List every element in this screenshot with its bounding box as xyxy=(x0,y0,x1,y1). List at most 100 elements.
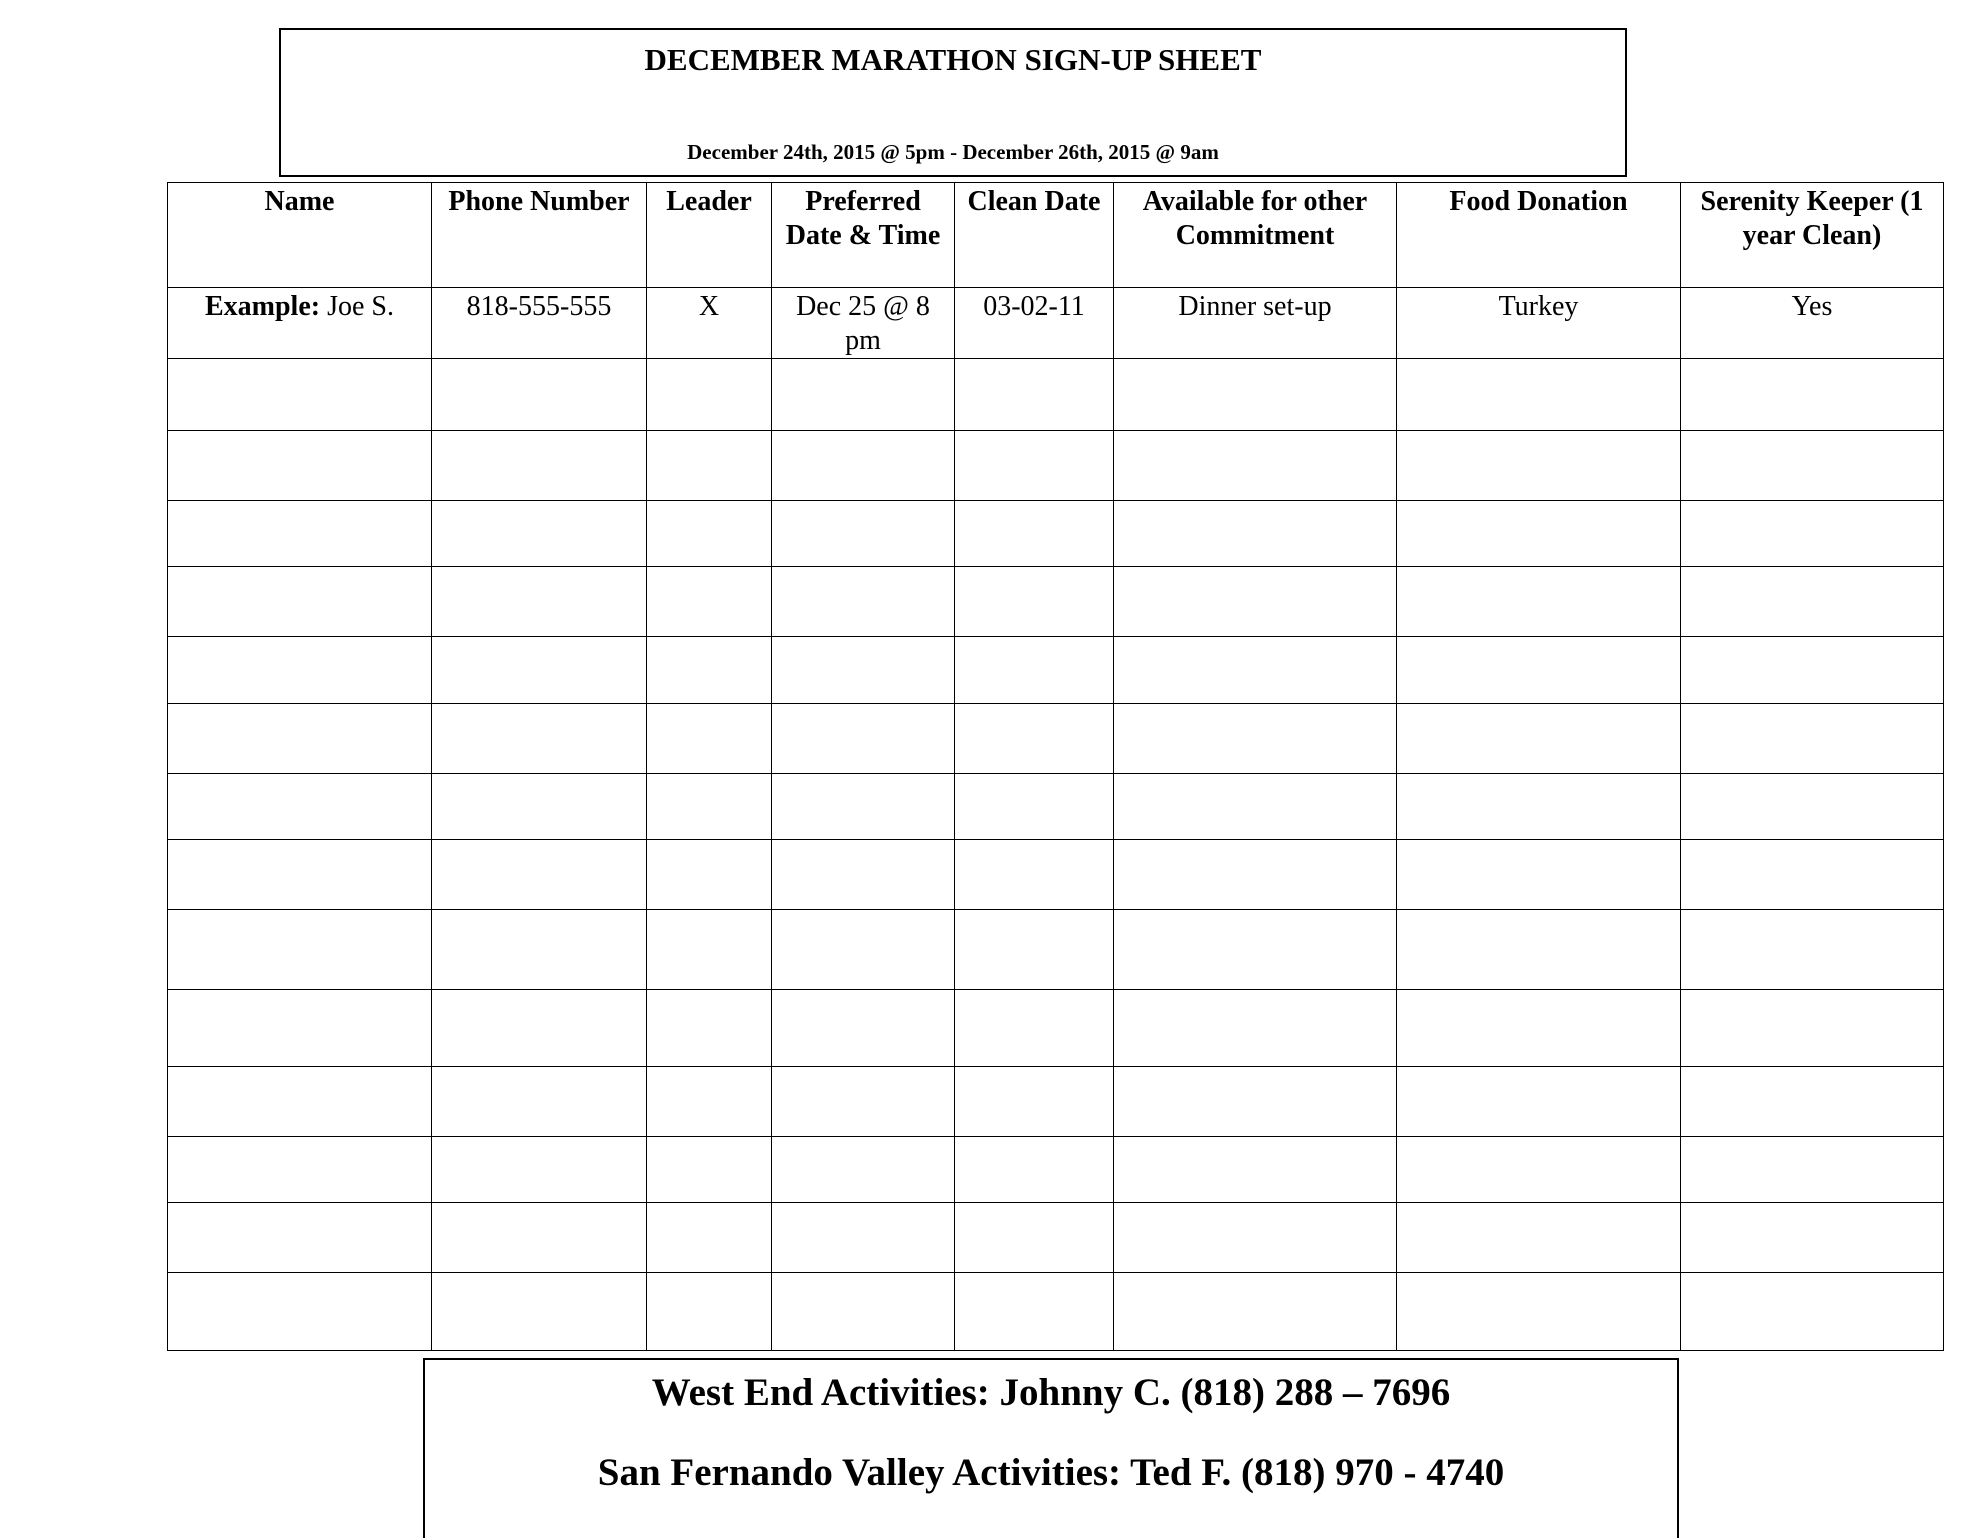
blank-cell[interactable] xyxy=(771,909,955,990)
blank-cell[interactable] xyxy=(431,839,647,910)
blank-cell[interactable] xyxy=(771,430,955,501)
blank-cell[interactable] xyxy=(431,703,647,774)
blank-cell[interactable] xyxy=(431,566,647,637)
blank-cell[interactable] xyxy=(431,1066,647,1137)
blank-cell[interactable] xyxy=(167,909,432,990)
blank-cell[interactable] xyxy=(1113,703,1397,774)
blank-cell[interactable] xyxy=(167,358,432,431)
blank-cell[interactable] xyxy=(954,636,1114,704)
blank-cell[interactable] xyxy=(1680,839,1944,910)
blank-cell[interactable] xyxy=(167,500,432,567)
blank-cell[interactable] xyxy=(646,636,772,704)
blank-cell[interactable] xyxy=(771,1136,955,1203)
blank-cell[interactable] xyxy=(1680,1272,1944,1351)
blank-cell[interactable] xyxy=(1396,839,1681,910)
blank-cell[interactable] xyxy=(771,1202,955,1273)
blank-cell[interactable] xyxy=(1113,566,1397,637)
blank-cell[interactable] xyxy=(1113,989,1397,1067)
blank-cell[interactable] xyxy=(1113,1066,1397,1137)
blank-cell[interactable] xyxy=(1113,773,1397,840)
blank-cell[interactable] xyxy=(431,989,647,1067)
blank-cell[interactable] xyxy=(431,909,647,990)
blank-cell[interactable] xyxy=(646,1272,772,1351)
blank-cell[interactable] xyxy=(167,1202,432,1273)
blank-cell[interactable] xyxy=(1113,909,1397,990)
blank-cell[interactable] xyxy=(954,703,1114,774)
blank-cell[interactable] xyxy=(771,358,955,431)
blank-cell[interactable] xyxy=(1396,989,1681,1067)
blank-cell[interactable] xyxy=(646,1136,772,1203)
blank-cell[interactable] xyxy=(1680,358,1944,431)
blank-cell[interactable] xyxy=(1396,430,1681,501)
blank-cell[interactable] xyxy=(1680,566,1944,637)
blank-cell[interactable] xyxy=(646,500,772,567)
blank-cell[interactable] xyxy=(771,1272,955,1351)
blank-cell[interactable] xyxy=(167,839,432,910)
blank-cell[interactable] xyxy=(167,703,432,774)
blank-cell[interactable] xyxy=(954,358,1114,431)
blank-cell[interactable] xyxy=(431,1136,647,1203)
blank-cell[interactable] xyxy=(771,703,955,774)
blank-cell[interactable] xyxy=(954,566,1114,637)
blank-cell[interactable] xyxy=(646,1202,772,1273)
blank-cell[interactable] xyxy=(167,430,432,501)
blank-cell[interactable] xyxy=(1680,989,1944,1067)
blank-cell[interactable] xyxy=(954,773,1114,840)
blank-cell[interactable] xyxy=(1680,1202,1944,1273)
blank-cell[interactable] xyxy=(646,1066,772,1137)
blank-cell[interactable] xyxy=(954,1066,1114,1137)
blank-cell[interactable] xyxy=(1113,1202,1397,1273)
blank-cell[interactable] xyxy=(1680,773,1944,840)
blank-cell[interactable] xyxy=(1113,500,1397,567)
blank-cell[interactable] xyxy=(771,773,955,840)
blank-cell[interactable] xyxy=(1396,500,1681,567)
blank-cell[interactable] xyxy=(1396,909,1681,990)
blank-cell[interactable] xyxy=(646,703,772,774)
blank-cell[interactable] xyxy=(1396,636,1681,704)
blank-cell[interactable] xyxy=(771,500,955,567)
blank-cell[interactable] xyxy=(1396,1066,1681,1137)
blank-cell[interactable] xyxy=(1113,430,1397,501)
blank-cell[interactable] xyxy=(646,989,772,1067)
blank-cell[interactable] xyxy=(167,1272,432,1351)
blank-cell[interactable] xyxy=(167,989,432,1067)
blank-cell[interactable] xyxy=(1396,358,1681,431)
blank-cell[interactable] xyxy=(771,839,955,910)
blank-cell[interactable] xyxy=(1113,636,1397,704)
blank-cell[interactable] xyxy=(646,839,772,910)
blank-cell[interactable] xyxy=(1396,1202,1681,1273)
blank-cell[interactable] xyxy=(167,773,432,840)
blank-cell[interactable] xyxy=(1113,1136,1397,1203)
blank-cell[interactable] xyxy=(167,1136,432,1203)
blank-cell[interactable] xyxy=(646,566,772,637)
blank-cell[interactable] xyxy=(431,773,647,840)
blank-cell[interactable] xyxy=(954,1272,1114,1351)
blank-cell[interactable] xyxy=(646,358,772,431)
blank-cell[interactable] xyxy=(954,500,1114,567)
blank-cell[interactable] xyxy=(646,430,772,501)
blank-cell[interactable] xyxy=(167,636,432,704)
blank-cell[interactable] xyxy=(431,358,647,431)
blank-cell[interactable] xyxy=(1680,703,1944,774)
blank-cell[interactable] xyxy=(954,839,1114,910)
blank-cell[interactable] xyxy=(431,636,647,704)
blank-cell[interactable] xyxy=(954,1202,1114,1273)
blank-cell[interactable] xyxy=(954,989,1114,1067)
blank-cell[interactable] xyxy=(771,566,955,637)
blank-cell[interactable] xyxy=(167,566,432,637)
blank-cell[interactable] xyxy=(1680,1136,1944,1203)
blank-cell[interactable] xyxy=(771,636,955,704)
blank-cell[interactable] xyxy=(954,1136,1114,1203)
blank-cell[interactable] xyxy=(431,430,647,501)
blank-cell[interactable] xyxy=(1396,1272,1681,1351)
blank-cell[interactable] xyxy=(1680,430,1944,501)
blank-cell[interactable] xyxy=(1113,839,1397,910)
blank-cell[interactable] xyxy=(954,430,1114,501)
blank-cell[interactable] xyxy=(1396,773,1681,840)
blank-cell[interactable] xyxy=(646,773,772,840)
blank-cell[interactable] xyxy=(431,1202,647,1273)
blank-cell[interactable] xyxy=(431,1272,647,1351)
blank-cell[interactable] xyxy=(1680,909,1944,990)
blank-cell[interactable] xyxy=(954,909,1114,990)
blank-cell[interactable] xyxy=(1680,636,1944,704)
